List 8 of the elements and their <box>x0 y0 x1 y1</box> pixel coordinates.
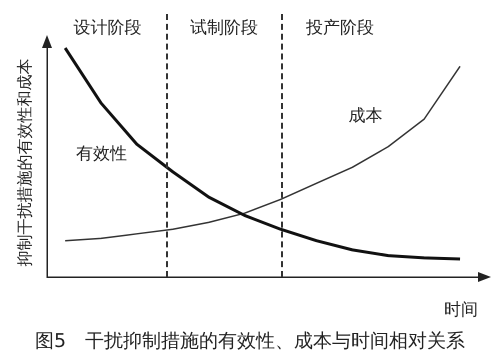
text: 试制阶段 <box>190 18 258 38</box>
series-label: 有效性 <box>76 144 127 164</box>
series-label: 成本 <box>348 106 382 126</box>
text: 图5 干扰抑制措施的有效性、成本与时间相对关系 <box>34 329 466 354</box>
y-axis-title: 抑制干扰措施的有效性和成本 <box>14 58 34 267</box>
text: 投产阶段 <box>305 18 374 38</box>
x-axis-title: 时间 <box>444 300 478 320</box>
text: 设计阶段 <box>74 18 142 38</box>
